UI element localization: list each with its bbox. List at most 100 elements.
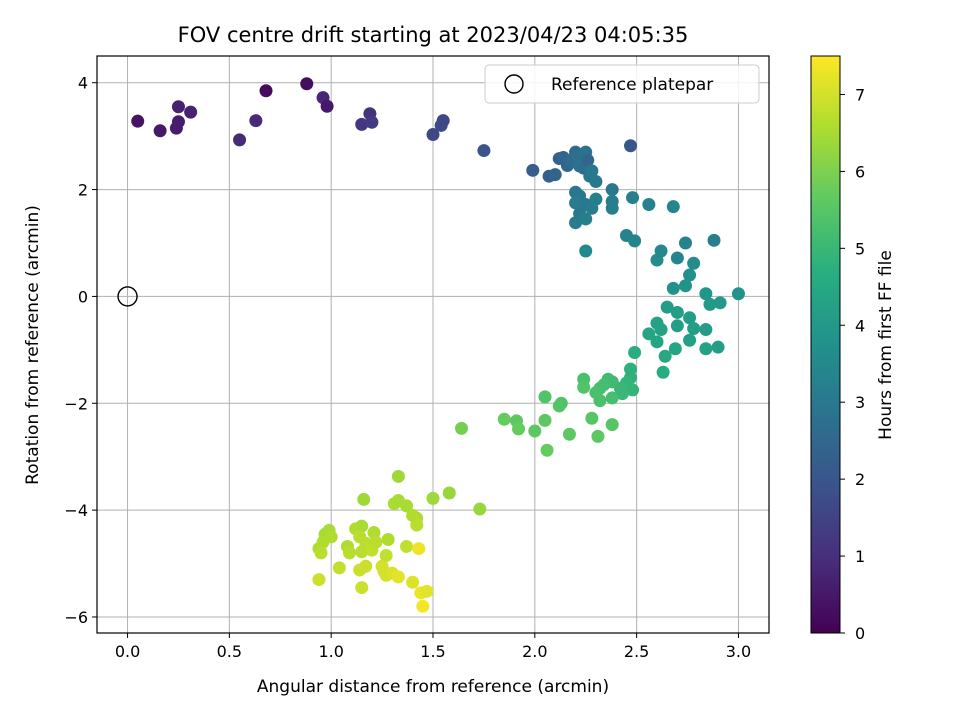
data-point	[591, 429, 605, 443]
data-point	[650, 335, 664, 349]
y-tick-label: 0	[78, 287, 88, 306]
data-point	[455, 421, 469, 435]
y-tick-label: −2	[64, 394, 88, 413]
data-point	[670, 319, 684, 333]
data-point	[699, 323, 713, 337]
colorbar-tick-label: 0	[855, 624, 865, 643]
data-point	[670, 305, 684, 319]
data-point	[400, 499, 414, 513]
data-point	[355, 117, 369, 131]
colorbar-tick-label: 7	[855, 85, 865, 104]
data-point	[355, 519, 369, 533]
data-point	[624, 139, 638, 153]
colorbar-tick-label: 1	[855, 547, 865, 566]
data-point	[703, 297, 717, 311]
reference-point	[117, 286, 138, 307]
x-tick-label: 2.5	[624, 642, 649, 661]
data-point	[400, 539, 414, 553]
data-point	[711, 340, 725, 354]
data-point	[642, 198, 656, 212]
data-point	[577, 380, 591, 394]
x-tick-label: 3.0	[726, 642, 751, 661]
data-point	[406, 575, 420, 589]
data-point	[658, 349, 672, 363]
data-point	[512, 422, 526, 436]
data-point	[436, 114, 450, 128]
data-point	[426, 128, 440, 142]
data-point	[420, 584, 434, 598]
data-point	[259, 84, 273, 98]
x-tick-label: 2.0	[522, 642, 547, 661]
data-point	[528, 424, 542, 438]
data-point	[593, 394, 607, 408]
data-point	[699, 342, 713, 356]
data-point	[589, 192, 603, 206]
data-point	[626, 383, 640, 397]
y-tick-label: −4	[64, 501, 88, 520]
data-point	[381, 533, 395, 547]
data-point	[131, 114, 145, 128]
data-point	[171, 100, 185, 114]
data-point	[679, 236, 693, 250]
colorbar-tick-label: 3	[855, 393, 865, 412]
reference-marker	[117, 286, 138, 307]
colorbar-tick-label: 5	[855, 239, 865, 258]
x-tick-label: 0.5	[217, 642, 242, 661]
data-point	[679, 279, 693, 293]
data-point	[579, 244, 593, 258]
colorbar-tick-label: 4	[855, 316, 865, 335]
data-point	[683, 268, 697, 282]
data-point	[579, 212, 593, 226]
data-point	[538, 390, 552, 404]
data-point	[554, 396, 568, 410]
data-point	[184, 105, 198, 119]
colorbar: 0 1 2 3 4 5 6 7 Hours from first FF file	[810, 55, 896, 643]
data-point	[713, 296, 727, 310]
data-point	[548, 168, 562, 182]
data-point	[416, 599, 430, 613]
data-point	[249, 114, 263, 128]
data-point	[233, 133, 247, 147]
legend: Reference platepar	[484, 64, 760, 104]
x-tick-label: 0.0	[115, 642, 140, 661]
x-tick-label: 1.5	[420, 642, 445, 661]
colorbar-ticks: 0 1 2 3 4 5 6 7	[840, 85, 865, 643]
colorbar-gradient	[811, 56, 840, 633]
data-point	[605, 201, 619, 215]
data-point	[666, 200, 680, 214]
data-point	[668, 342, 682, 356]
data-point	[153, 124, 167, 138]
data-point	[654, 244, 668, 258]
colorbar-tick-label: 6	[855, 162, 865, 181]
data-point	[699, 287, 713, 301]
grid-lines	[97, 56, 769, 633]
data-point	[666, 281, 680, 295]
data-point	[656, 365, 670, 379]
data-point	[581, 153, 595, 167]
data-point	[562, 427, 576, 441]
data-point	[442, 486, 456, 500]
data-point	[707, 233, 721, 247]
data-point	[473, 502, 487, 516]
chart-title: FOV centre drift starting at 2023/04/23 …	[178, 23, 689, 47]
colorbar-label: Hours from first FF file	[876, 250, 896, 440]
data-point	[332, 561, 346, 575]
data-point	[569, 216, 583, 230]
data-point	[497, 412, 511, 426]
data-point	[359, 559, 373, 573]
data-point	[526, 163, 540, 177]
data-point	[626, 191, 640, 205]
data-point	[605, 183, 619, 197]
data-point	[683, 333, 697, 347]
data-point	[585, 164, 599, 178]
colorbar-frame	[810, 55, 841, 634]
data-point	[365, 115, 379, 129]
data-point	[410, 518, 424, 532]
x-tick-label: 1.0	[318, 642, 343, 661]
x-axis-ticks: 0.0 0.5 1.0 1.5 2.0 2.5 3.0	[115, 633, 751, 661]
data-point	[391, 469, 405, 483]
data-point	[312, 573, 326, 587]
data-point	[477, 144, 491, 158]
colorbar-tick-label: 2	[855, 470, 865, 489]
